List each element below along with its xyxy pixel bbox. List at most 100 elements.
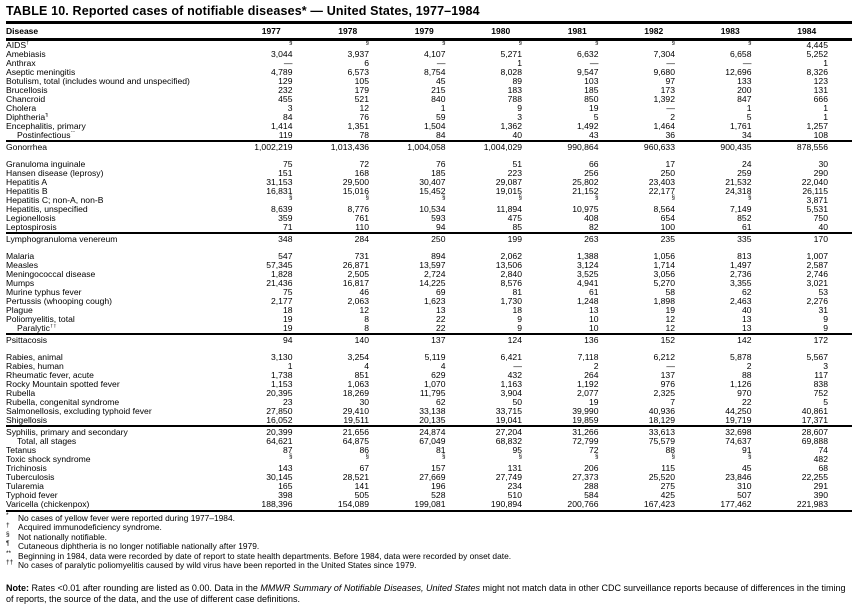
value-cell: 200 — [737, 85, 752, 95]
value-cell: 2,063 — [347, 296, 369, 306]
table-row: Gonorrhea 1,002,219 1,013,436 1,004,058 1,00… — [6, 140, 852, 160]
value-cell: 335 — [699, 232, 776, 252]
value-cell: 6 — [364, 58, 369, 68]
value-cell: 76 — [435, 159, 446, 169]
value-cell: 62 — [435, 397, 446, 407]
disease-name: Total, all stages — [17, 437, 77, 446]
value-cell: 1,388 — [576, 251, 599, 261]
value-cell: 5,271 — [500, 49, 522, 59]
value-cell: 71 — [282, 222, 293, 232]
value-cell: 173 — [660, 85, 675, 95]
not-notifiable-marker: § — [671, 40, 675, 47]
value-cell: 256 — [584, 168, 599, 178]
value-cell: 288 — [584, 481, 599, 491]
value-cell: 232 — [278, 85, 293, 95]
column-header-1984: 1984 — [775, 24, 852, 41]
value-cell: 847 — [737, 94, 752, 104]
value-cell: 8,639 — [270, 204, 293, 214]
value-cell: 14,225 — [419, 278, 446, 288]
footnote-line: ** Beginning in 1984, data were recorded … — [6, 549, 512, 561]
footnote-text: No cases of yellow fever were reported d… — [18, 513, 235, 523]
disease-name: Rabies, human — [6, 362, 64, 371]
value-cell: 1 — [746, 103, 752, 113]
value-cell: 8,326 — [806, 67, 828, 77]
value-cell: 2,077 — [576, 388, 599, 398]
value-cell: 8,564 — [653, 204, 675, 214]
value-cell: 75 — [282, 287, 293, 297]
footnotes: * No cases of yellow fever were reported … — [6, 512, 852, 570]
value-cell: 85 — [512, 222, 522, 232]
note-label: Note: — [6, 583, 29, 594]
value-cell: 87 — [282, 445, 293, 455]
value-cell: 482 — [813, 454, 828, 464]
footnote-line: ¶ Cutaneous diphtheria is no longer notif… — [6, 540, 260, 552]
disease-name: Trichinosis — [6, 464, 47, 473]
value-cell: 22 — [741, 397, 752, 407]
value-cell: 78 — [359, 130, 369, 140]
table-row: Mumps 21,436 16,817 14,225 8,576 4,941 5,270 3,… — [6, 279, 852, 288]
value-cell: 124 — [469, 333, 546, 353]
table-row: Typhoid fever 398 505 528 510 584 425 507 390 — [6, 491, 852, 500]
value-cell: § — [699, 454, 776, 464]
footnote-line: § Not nationally notifiable. — [6, 531, 107, 542]
value-cell: 19 — [282, 323, 293, 333]
value-cell: 3 — [823, 361, 828, 371]
value-cell: 136 — [546, 333, 623, 353]
value-cell: 18,269 — [342, 388, 369, 398]
value-cell: 6,212 — [653, 352, 675, 362]
value-cell: 851 — [354, 370, 369, 380]
value-cell: 1,013,436 — [316, 140, 393, 160]
value-cell: 28,521 — [342, 472, 369, 482]
table-row: Paralytic†† 19 8 22 9 10 12 13 9 — [6, 324, 852, 334]
not-notifiable-marker: § — [671, 195, 675, 202]
value-cell: 8,776 — [347, 204, 369, 214]
value-cell: 129 — [278, 76, 293, 86]
value-cell: 4,445 — [806, 40, 828, 50]
value-cell: 61 — [741, 222, 752, 232]
value-cell: 40,861 — [801, 406, 828, 416]
disease-name: Hepatitis B — [6, 187, 48, 196]
value-cell: § — [393, 195, 470, 205]
value-cell: § — [240, 40, 317, 51]
table-row: Toxic shock syndrome § § § § § § § 482 — [6, 454, 852, 464]
value-cell: 13 — [741, 323, 752, 333]
value-cell: 31,266 — [546, 425, 623, 437]
disease-name: Psittacosis — [6, 333, 240, 353]
value-cell: § — [470, 40, 547, 51]
value-cell: 11,795 — [419, 388, 446, 398]
disease-name: Poliomyelitis, total — [6, 315, 75, 324]
disease-name: AIDS† — [6, 40, 30, 50]
value-cell: 7,304 — [653, 49, 675, 59]
table-row: Syphilis, primary and secondary 20,399 21,… — [6, 425, 852, 437]
disease-name: Tetanus — [6, 446, 37, 455]
value-cell: 1,126 — [729, 379, 752, 389]
disease-name: Botulism, total (includes wound and unsp… — [6, 77, 190, 86]
value-cell: 750 — [813, 213, 828, 223]
table-row: Brucellosis 232 179 215 183 185 173 200 131 — [6, 86, 852, 95]
column-header-1982: 1982 — [622, 24, 699, 41]
value-cell: 40,936 — [648, 406, 675, 416]
value-cell: 172 — [775, 333, 852, 353]
value-cell: § — [317, 40, 394, 51]
value-cell: 74,637 — [725, 436, 752, 446]
value-cell: 2,587 — [806, 260, 828, 270]
value-cell: § — [623, 40, 700, 51]
value-cell: 18 — [282, 305, 293, 315]
value-cell: 9 — [823, 323, 828, 333]
value-cell: 27,373 — [572, 472, 599, 482]
value-cell: 425 — [660, 490, 675, 500]
value-cell: 95 — [512, 445, 522, 455]
value-cell: 23,846 — [725, 472, 752, 482]
value-cell: 33,138 — [419, 406, 446, 416]
footnote-line: † Acquired immunodeficiency syndrome. — [6, 521, 162, 533]
table-row: Total, all stages 64,621 64,875 67,049 68,83… — [6, 437, 852, 446]
table-row: Leptospirosis 71 110 94 85 82 100 61 40 — [6, 223, 852, 233]
value-cell: 19,859 — [572, 415, 599, 425]
value-cell: 61 — [588, 287, 599, 297]
value-cell: 88 — [741, 370, 752, 380]
value-cell: 27,669 — [419, 472, 446, 482]
value-cell: 275 — [660, 481, 675, 491]
value-cell: 1,153 — [270, 379, 293, 389]
value-cell: 5,252 — [806, 49, 828, 59]
table-row: Rocky Mountain spotted fever 1,153 1,063 1,… — [6, 380, 852, 389]
